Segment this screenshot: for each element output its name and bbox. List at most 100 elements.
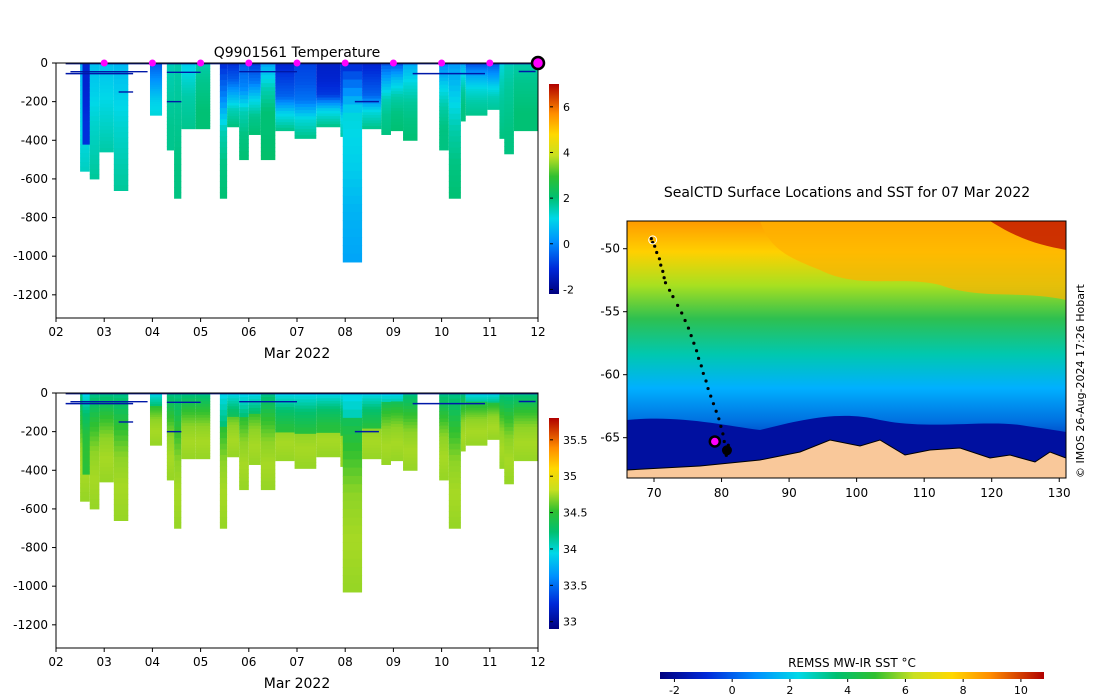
profile-cell: [260, 71, 276, 76]
profile-cell: [166, 407, 175, 412]
profile-cell: [174, 415, 182, 422]
profile-cell: [149, 67, 163, 71]
profile-cell: [80, 162, 90, 168]
profile-cell: [513, 415, 538, 419]
colorbar-tick-label: 35.5: [563, 434, 588, 447]
profile-cell: [260, 477, 276, 483]
profile-cell: [227, 110, 240, 114]
profile-cell: [465, 442, 488, 446]
profile-cell: [362, 431, 382, 435]
profile-cell: [227, 432, 240, 436]
profile-cell: [219, 164, 228, 171]
profile-cell: [487, 74, 502, 78]
profile-cell: [174, 130, 182, 137]
profile-marker: [486, 59, 494, 67]
profile-cell: [294, 430, 317, 435]
profile-cell: [99, 77, 114, 83]
profile-cell: [390, 443, 404, 448]
profile-cell: [166, 110, 175, 115]
profile-cell: [390, 393, 404, 397]
profile-cell: [195, 455, 211, 460]
profile-cell: [89, 421, 100, 428]
profile-cell: [390, 71, 404, 75]
profile-cell: [219, 153, 228, 160]
profile-cell: [166, 458, 175, 463]
profile-cell: [99, 85, 114, 90]
profile-cell: [82, 393, 93, 397]
profile-cell: [239, 123, 249, 128]
profile-cell: [403, 450, 418, 455]
profile-marker: [341, 59, 349, 67]
profile-cell: [99, 400, 114, 405]
profile-cell: [294, 110, 317, 114]
x-tick-label: 05: [193, 655, 208, 669]
profile-cell: [403, 399, 418, 404]
profile-cell: [487, 433, 502, 436]
profile-cell: [149, 412, 163, 416]
profile-cell: [166, 393, 175, 398]
profile-cell: [439, 418, 449, 423]
profile-cell: [260, 453, 276, 458]
profile-cell: [316, 108, 341, 112]
profile-cell: [504, 142, 514, 147]
profile-cell: [219, 398, 228, 405]
profile-cell: [448, 181, 461, 188]
profile-cell: [448, 68, 461, 75]
map-y-tick-label: -55: [600, 305, 620, 319]
profile-cell: [439, 95, 449, 100]
salinity-y-ticks: 0-200-400-600-800-1000-1200: [13, 386, 56, 632]
profile-cell: [403, 431, 418, 436]
profile-cell: [294, 63, 317, 67]
profile-cell: [487, 396, 502, 400]
profile-cell: [294, 421, 317, 425]
profile-cell: [504, 396, 514, 402]
profile-cell: [181, 428, 196, 432]
profile-cell: [275, 440, 295, 445]
profile-cell: [82, 113, 93, 118]
profile-cell: [513, 127, 538, 132]
profile-cell: [381, 71, 391, 76]
profile-cell: [82, 83, 93, 88]
sst-colorbar-tick-label: 4: [844, 684, 851, 697]
profile-cell: [166, 128, 175, 133]
profile-cell: [174, 449, 182, 456]
profile-cell: [89, 397, 100, 404]
profile-cell: [342, 525, 363, 535]
profile-cell: [487, 412, 502, 415]
profile-cell: [439, 102, 449, 107]
profile-cell: [239, 393, 249, 398]
profile-cell: [82, 130, 93, 135]
profile-cell: [362, 90, 382, 94]
profile-cell: [460, 67, 466, 71]
profile-cell: [487, 425, 502, 429]
profile-cell: [294, 405, 317, 410]
salinity-colorbar: [549, 418, 559, 629]
profile-cell: [487, 421, 502, 425]
profile-cell: [113, 94, 129, 101]
profile-cell: [227, 416, 240, 421]
profile-cell: [99, 111, 114, 116]
profile-cell: [390, 409, 404, 414]
profile-cell: [181, 431, 196, 435]
profile-cell: [174, 192, 182, 199]
profile-cell: [149, 78, 163, 81]
profile-cell: [294, 440, 317, 444]
profile-cell: [227, 113, 240, 117]
profile-cell: [390, 105, 404, 109]
profile-cell: [82, 453, 93, 458]
profile-cell: [275, 65, 295, 70]
profile-cell: [99, 81, 114, 86]
profile-cell: [513, 119, 538, 123]
map-y-tick-label: -50: [600, 242, 620, 256]
profile-cell: [89, 412, 100, 418]
profile-cell: [513, 122, 538, 126]
profile-cell: [239, 91, 249, 96]
x-tick-label: 06: [241, 325, 256, 339]
profile-cell: [460, 108, 466, 112]
profile-cell: [195, 120, 211, 124]
profile-cell: [195, 76, 211, 80]
profile-cell: [316, 68, 341, 72]
colorbar-tick-label: 34.5: [563, 507, 588, 520]
profile-cell: [149, 112, 163, 116]
